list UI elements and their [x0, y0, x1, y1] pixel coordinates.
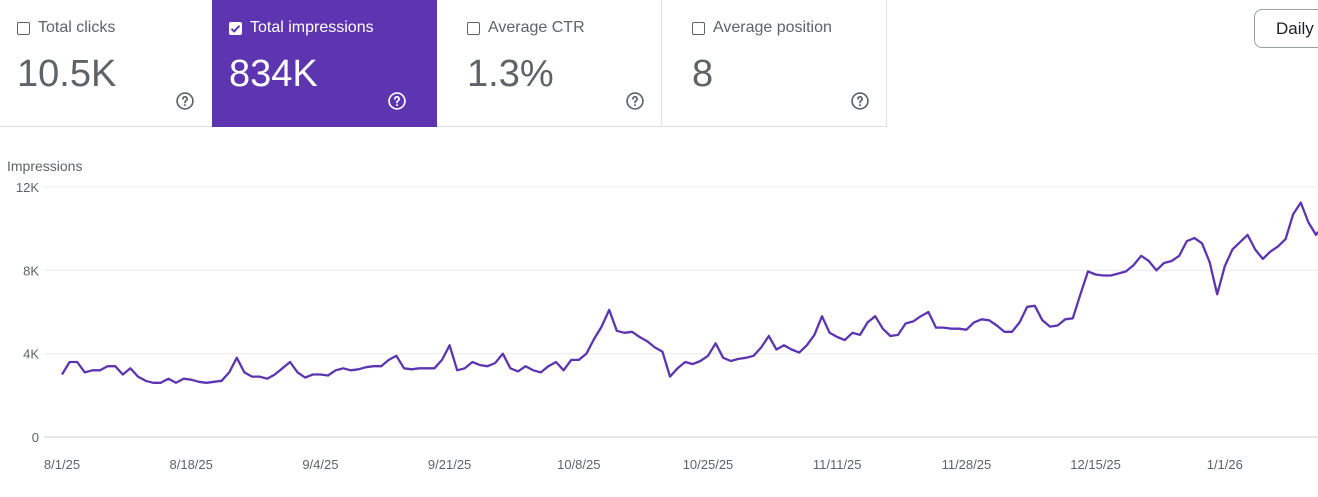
- x-tick-label: 9/21/25: [428, 457, 471, 472]
- help-icon[interactable]: [850, 91, 870, 111]
- checkbox-checked[interactable]: [229, 21, 242, 35]
- metric-card-average-position[interactable]: Average position 8: [662, 0, 887, 127]
- x-tick-label: 10/25/25: [683, 457, 734, 472]
- granularity-button[interactable]: Daily: [1254, 9, 1318, 48]
- x-tick-label: 8/18/25: [170, 457, 213, 472]
- x-axis-ticks: 8/1/25 8/18/25 9/4/25 9/21/25 10/8/25 10/25/2…: [44, 457, 1243, 472]
- y-axis-ticks: 0 4K 8K 12K: [16, 180, 39, 445]
- metric-card-header: Average CTR: [467, 19, 585, 37]
- x-tick-label: 8/1/25: [44, 457, 80, 472]
- metric-card-header: Average position: [692, 19, 832, 37]
- metric-cards: Total clicks 10.5K Total impressions 834…: [0, 0, 887, 128]
- y-axis-title: Impressions: [7, 158, 82, 174]
- checkbox[interactable]: [692, 21, 705, 35]
- metric-label: Average position: [713, 19, 832, 36]
- metric-value: 834K: [229, 53, 318, 95]
- metric-label: Average CTR: [488, 19, 585, 36]
- metric-value: 10.5K: [17, 53, 117, 95]
- metric-label: Total impressions: [250, 19, 374, 36]
- x-tick-label: 11/28/25: [942, 457, 992, 472]
- help-icon[interactable]: [175, 91, 195, 111]
- metric-card-total-impressions[interactable]: Total impressions 834K: [212, 0, 437, 127]
- x-tick-label: 1/1/26: [1207, 457, 1243, 472]
- metric-card-header: Total clicks: [17, 19, 115, 37]
- check-icon: [230, 24, 241, 33]
- checkbox[interactable]: [467, 21, 480, 35]
- x-tick-label: 11/11/25: [813, 457, 862, 472]
- impressions-chart: Impressions 0 4K 8K 12K 8/1/25 8/18/25 9/4/25…: [7, 158, 1318, 472]
- metric-value: 1.3%: [467, 53, 554, 95]
- y-tick-label: 0: [32, 430, 39, 445]
- metric-card-average-ctr[interactable]: Average CTR 1.3%: [437, 0, 662, 127]
- y-tick-label: 8K: [23, 263, 39, 278]
- x-tick-label: 10/8/25: [557, 457, 600, 472]
- help-icon[interactable]: [625, 91, 645, 111]
- metric-card-total-clicks[interactable]: Total clicks 10.5K: [0, 0, 225, 127]
- help-icon[interactable]: [387, 91, 407, 111]
- grid: [44, 186, 1318, 438]
- series-line-impressions: [61, 201, 1318, 384]
- x-tick-label: 9/4/25: [302, 457, 338, 472]
- checkbox[interactable]: [17, 21, 30, 35]
- y-tick-label: 4K: [23, 347, 39, 362]
- metric-card-header: Total impressions: [229, 19, 374, 37]
- metric-label: Total clicks: [38, 19, 116, 36]
- y-tick-label: 12K: [16, 180, 39, 195]
- x-tick-label: 12/15/25: [1070, 457, 1121, 472]
- metric-value: 8: [692, 53, 714, 95]
